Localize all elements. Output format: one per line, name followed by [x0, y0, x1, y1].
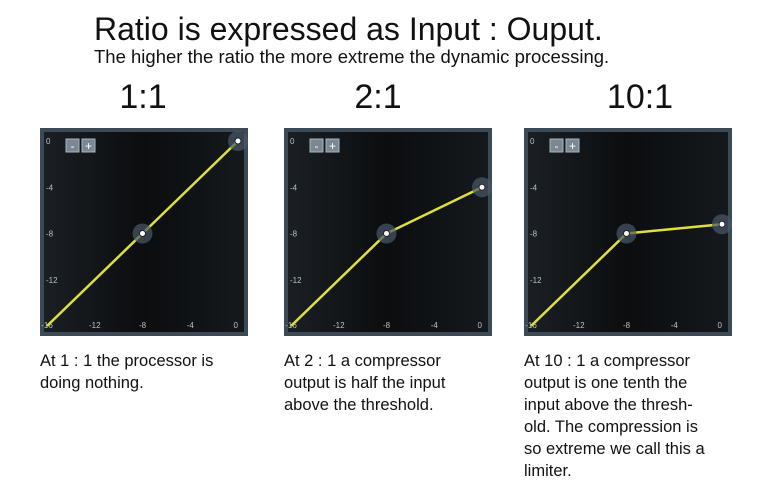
chart-heading: 2:1 — [354, 78, 401, 116]
x-tick-label: -8 — [139, 321, 147, 330]
x-tick-label: 0 — [718, 321, 723, 330]
x-tick-label: -12 — [573, 321, 585, 330]
caption-line: output is half the input — [284, 374, 446, 392]
zoom-button[interactable] — [309, 138, 324, 153]
y-tick-label: 0 — [290, 137, 295, 146]
y-tick-label: -4 — [530, 183, 538, 192]
caption-line: so extreme we call this a — [524, 440, 705, 458]
y-tick-label: 0 — [46, 137, 51, 146]
title: Ratio is expressed as Input : Ouput. — [94, 11, 603, 47]
zoom-label: + — [85, 139, 92, 153]
y-tick-label: -12 — [530, 276, 542, 285]
x-tick-label: -8 — [623, 321, 631, 330]
caption-line: above the threshold. — [284, 396, 434, 414]
x-tick-label: 0 — [478, 321, 483, 330]
handle — [383, 230, 390, 237]
chart-heading: 1:1 — [119, 78, 166, 116]
caption-line: input above the thresh- — [524, 396, 693, 414]
y-tick-label: 0 — [530, 137, 535, 146]
handle — [623, 230, 630, 237]
y-tick-label: -4 — [290, 183, 298, 192]
handle — [234, 137, 242, 145]
zoom-button[interactable] — [81, 138, 96, 153]
caption-line: At 1 : 1 the processor is — [40, 352, 213, 370]
caption-line: doing nothing. — [40, 374, 144, 392]
zoom-label: - — [71, 139, 75, 153]
y-tick-label: -12 — [290, 276, 302, 285]
x-tick-label: -4 — [431, 321, 439, 330]
caption-line: limiter. — [524, 462, 572, 480]
zoom-button[interactable] — [549, 138, 564, 153]
x-tick-label: -4 — [671, 321, 679, 330]
y-tick-label: -8 — [530, 230, 538, 239]
y-tick-label: -4 — [46, 183, 54, 192]
caption-line: old. The compression is — [524, 418, 698, 436]
caption-line: At 10 : 1 a compressor — [524, 352, 690, 370]
x-tick-label: -12 — [89, 321, 101, 330]
zoom-button[interactable] — [325, 138, 340, 153]
handle — [718, 220, 726, 228]
y-tick-label: -12 — [46, 276, 58, 285]
chart-heading: 10:1 — [607, 78, 673, 116]
subtitle: The higher the ratio the more extreme th… — [94, 46, 609, 67]
handle — [478, 183, 486, 191]
zoom-button[interactable] — [65, 138, 80, 153]
zoom-button[interactable] — [565, 138, 580, 153]
x-tick-label: 0 — [234, 321, 239, 330]
zoom-label: - — [555, 139, 559, 153]
caption-line: output is one tenth the — [524, 374, 687, 392]
x-tick-label: -4 — [187, 321, 195, 330]
zoom-label: + — [569, 139, 576, 153]
x-tick-label: -8 — [383, 321, 391, 330]
handle — [139, 230, 146, 237]
zoom-label: - — [315, 139, 319, 153]
x-tick-label: -12 — [333, 321, 345, 330]
caption-line: At 2 : 1 a compressor — [284, 352, 441, 370]
y-tick-label: -8 — [46, 230, 54, 239]
zoom-label: + — [329, 139, 336, 153]
y-tick-label: -8 — [290, 230, 298, 239]
